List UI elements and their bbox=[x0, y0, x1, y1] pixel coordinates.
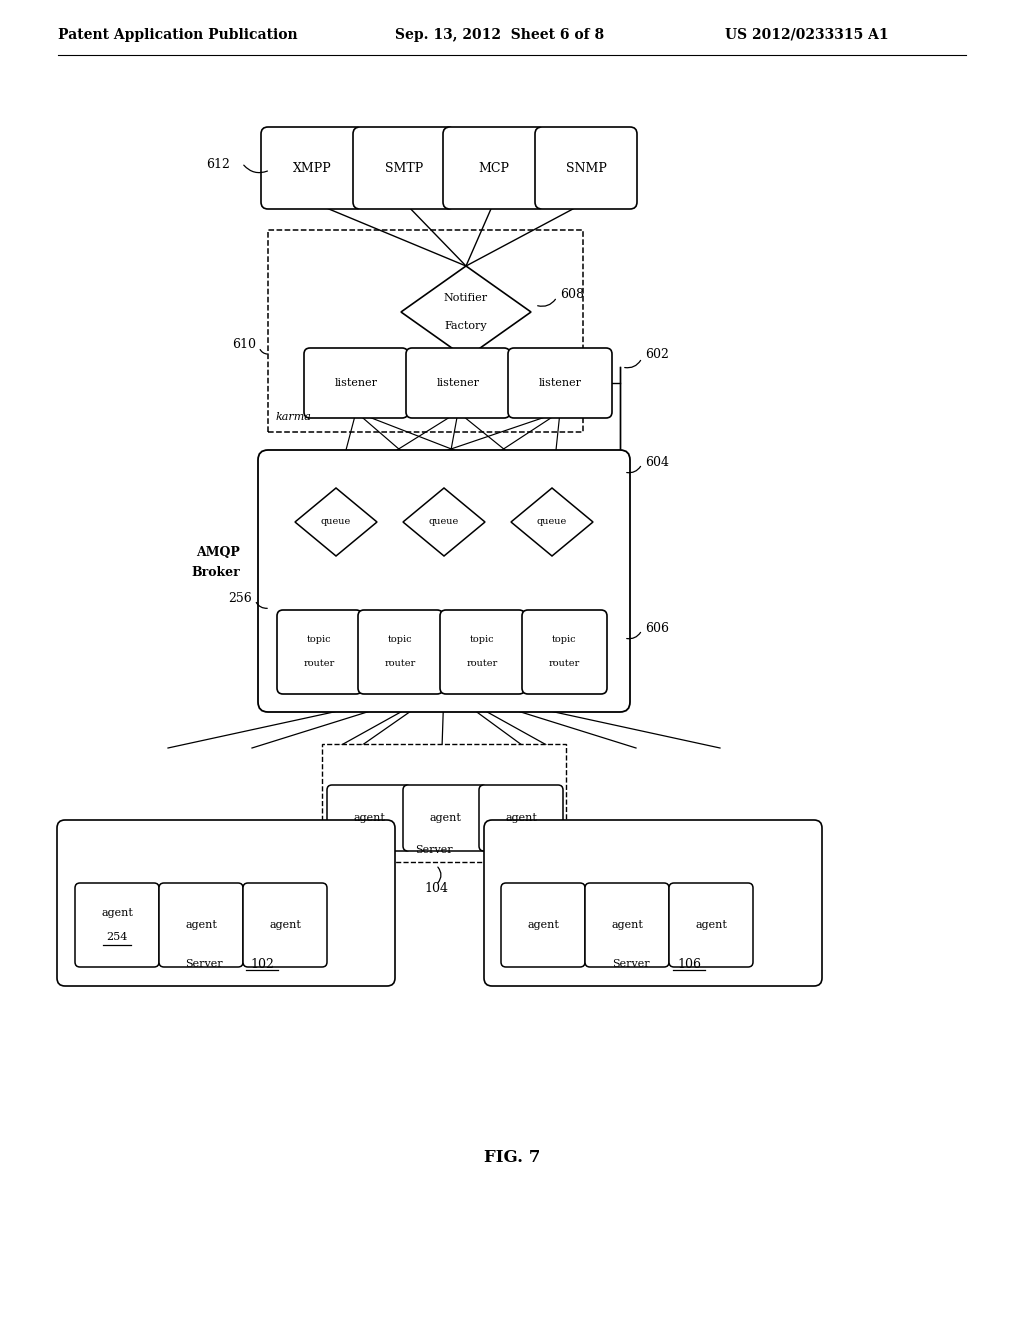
Text: Broker: Broker bbox=[191, 565, 240, 578]
Text: agent: agent bbox=[185, 920, 217, 931]
Text: 608: 608 bbox=[560, 289, 584, 301]
FancyBboxPatch shape bbox=[57, 820, 395, 986]
FancyBboxPatch shape bbox=[508, 348, 612, 418]
Text: Patent Application Publication: Patent Application Publication bbox=[58, 28, 298, 42]
Text: listener: listener bbox=[436, 378, 479, 388]
Text: router: router bbox=[466, 660, 498, 668]
FancyBboxPatch shape bbox=[278, 610, 362, 694]
FancyBboxPatch shape bbox=[484, 820, 822, 986]
Text: 610: 610 bbox=[232, 338, 256, 351]
Text: agent: agent bbox=[269, 920, 301, 931]
FancyBboxPatch shape bbox=[443, 127, 545, 209]
Text: 254: 254 bbox=[106, 932, 128, 942]
Text: queue: queue bbox=[321, 517, 351, 527]
Text: Factory: Factory bbox=[444, 321, 487, 331]
FancyBboxPatch shape bbox=[535, 127, 637, 209]
Text: topic: topic bbox=[470, 635, 495, 644]
Text: Server: Server bbox=[185, 960, 223, 969]
FancyBboxPatch shape bbox=[669, 883, 753, 968]
Text: router: router bbox=[384, 660, 416, 668]
FancyBboxPatch shape bbox=[406, 348, 510, 418]
FancyBboxPatch shape bbox=[75, 883, 159, 968]
Text: Sep. 13, 2012  Sheet 6 of 8: Sep. 13, 2012 Sheet 6 of 8 bbox=[395, 28, 604, 42]
Polygon shape bbox=[295, 488, 377, 556]
FancyBboxPatch shape bbox=[159, 883, 243, 968]
Text: 104: 104 bbox=[424, 882, 449, 895]
Text: agent: agent bbox=[527, 920, 559, 931]
Text: 256: 256 bbox=[228, 591, 252, 605]
Text: SMTP: SMTP bbox=[385, 161, 423, 174]
Text: agent: agent bbox=[611, 920, 643, 931]
Text: FIG. 7: FIG. 7 bbox=[483, 1150, 541, 1167]
FancyBboxPatch shape bbox=[522, 610, 607, 694]
Text: 602: 602 bbox=[645, 348, 669, 362]
Text: 606: 606 bbox=[645, 622, 669, 635]
Text: agent: agent bbox=[695, 920, 727, 931]
FancyBboxPatch shape bbox=[585, 883, 669, 968]
FancyBboxPatch shape bbox=[258, 450, 630, 711]
FancyBboxPatch shape bbox=[261, 127, 362, 209]
FancyBboxPatch shape bbox=[403, 785, 487, 851]
Text: MCP: MCP bbox=[478, 161, 510, 174]
Text: topic: topic bbox=[388, 635, 413, 644]
FancyBboxPatch shape bbox=[304, 348, 408, 418]
Text: topic: topic bbox=[552, 635, 577, 644]
Text: US 2012/0233315 A1: US 2012/0233315 A1 bbox=[725, 28, 889, 42]
Polygon shape bbox=[401, 267, 531, 358]
Bar bbox=[322, 744, 566, 862]
Text: agent: agent bbox=[429, 813, 461, 822]
FancyBboxPatch shape bbox=[479, 785, 563, 851]
FancyBboxPatch shape bbox=[353, 127, 455, 209]
Text: agent: agent bbox=[353, 813, 385, 822]
Text: AMQP: AMQP bbox=[197, 545, 240, 558]
Polygon shape bbox=[403, 488, 485, 556]
FancyBboxPatch shape bbox=[440, 610, 525, 694]
Bar bbox=[268, 230, 583, 432]
FancyBboxPatch shape bbox=[243, 883, 327, 968]
Polygon shape bbox=[511, 488, 593, 556]
Text: listener: listener bbox=[335, 378, 378, 388]
Text: SNMP: SNMP bbox=[565, 161, 606, 174]
Text: Notifier: Notifier bbox=[444, 293, 488, 304]
Text: listener: listener bbox=[539, 378, 582, 388]
Text: 106: 106 bbox=[677, 957, 701, 970]
FancyBboxPatch shape bbox=[501, 883, 585, 968]
Text: agent: agent bbox=[101, 908, 133, 917]
Text: queue: queue bbox=[537, 517, 567, 527]
Text: 604: 604 bbox=[645, 455, 669, 469]
FancyBboxPatch shape bbox=[327, 785, 411, 851]
Text: topic: topic bbox=[306, 635, 332, 644]
Text: agent: agent bbox=[505, 813, 537, 822]
Text: Server: Server bbox=[612, 960, 650, 969]
Text: 612: 612 bbox=[206, 158, 230, 172]
Text: XMPP: XMPP bbox=[293, 161, 332, 174]
Text: 102: 102 bbox=[250, 957, 274, 970]
Text: queue: queue bbox=[429, 517, 459, 527]
FancyBboxPatch shape bbox=[358, 610, 443, 694]
Text: router: router bbox=[549, 660, 580, 668]
Text: router: router bbox=[303, 660, 335, 668]
Text: Server: Server bbox=[415, 845, 453, 855]
Text: karma: karma bbox=[276, 412, 312, 422]
